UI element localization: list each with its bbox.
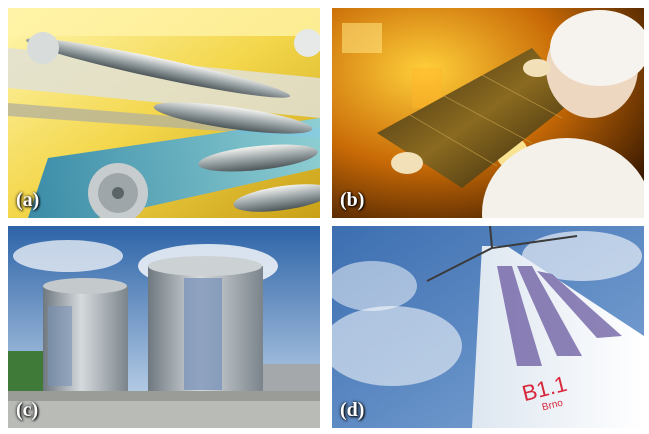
panel-d-wind-turbine: B1.1 Brno (d) [332,226,644,428]
panel-c-label: (c) [16,399,39,421]
solar-cell-photo [332,8,644,218]
roll-machine-illustration [8,8,320,218]
storage-tanks-photo [8,226,320,428]
panel-c-storage-tanks: (c) [8,226,320,428]
panel-d-label: (d) [340,399,365,421]
panel-b-solar-cell: (b) [332,8,644,218]
panel-a-label: (a) [16,189,40,211]
panel-a-roll-machine: (a) [8,8,320,218]
panel-b-label: (b) [340,189,365,211]
wind-turbine-photo [332,226,644,428]
